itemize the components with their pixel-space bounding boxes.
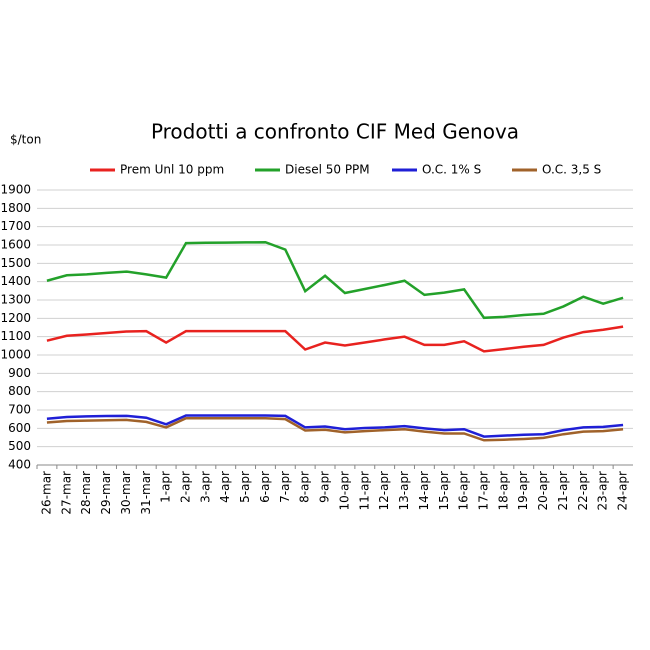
y-tick-label: 1500	[0, 256, 31, 270]
y-tick-label: 1400	[0, 274, 31, 288]
y-tick-label: 1100	[0, 329, 31, 343]
x-tick-label: 21-apr	[556, 471, 570, 511]
legend-label: Diesel 50 PPM	[285, 163, 370, 177]
x-tick-label: 17-apr	[477, 471, 491, 511]
x-tick-label: 29-mar	[99, 471, 113, 515]
y-tick-label: 1200	[0, 311, 31, 325]
y-tick-label: 1800	[0, 201, 31, 215]
y-tick-label: 1300	[0, 293, 31, 307]
y-tick-label: 800	[8, 384, 31, 398]
x-tick-label: 22-apr	[576, 471, 590, 511]
x-tick-label: 10-apr	[337, 471, 351, 511]
x-tick-label: 2-apr	[179, 471, 193, 503]
legend-label: Prem Unl 10 ppm	[120, 163, 224, 177]
line-series	[46, 417, 624, 442]
y-tick-label: 1000	[0, 348, 31, 362]
y-tick-label: 600	[8, 421, 31, 435]
x-tick-label: 3-apr	[198, 471, 212, 503]
x-tick-label: 30-mar	[119, 471, 133, 515]
y-tick-label: 400	[8, 458, 31, 472]
y-tick-label: 1700	[0, 219, 31, 233]
x-tick-label: 5-apr	[238, 471, 252, 503]
x-tick-label: 14-apr	[417, 471, 431, 511]
line-series	[46, 240, 624, 320]
x-tick-label: 19-apr	[516, 471, 530, 511]
x-tick-label: 24-apr	[616, 471, 630, 511]
x-tick-label: 15-apr	[437, 471, 451, 511]
x-tick-label: 31-mar	[139, 471, 153, 515]
x-tick-label: 11-apr	[357, 471, 371, 511]
x-tick-label: 28-mar	[79, 471, 93, 515]
x-tick-label: 16-apr	[457, 471, 471, 511]
x-tick-label: 1-apr	[159, 471, 173, 503]
y-tick-label: 700	[8, 403, 31, 417]
legend-label: O.C. 3,5 S	[542, 163, 601, 177]
x-tick-label: 26-mar	[39, 471, 53, 515]
x-tick-label: 6-apr	[258, 471, 272, 503]
x-tick-label: 12-apr	[377, 471, 391, 511]
x-tick-label: 4-apr	[218, 471, 232, 503]
x-tick-label: 27-mar	[59, 471, 73, 515]
y-tick-label: 1600	[0, 238, 31, 252]
x-tick-label: 13-apr	[397, 471, 411, 511]
x-tick-label: 9-apr	[318, 471, 332, 503]
x-tick-label: 23-apr	[596, 471, 610, 511]
y-tick-label: 500	[8, 439, 31, 453]
legend-label: O.C. 1% S	[422, 163, 481, 177]
x-tick-label: 8-apr	[298, 471, 312, 503]
line-series	[46, 325, 624, 353]
x-tick-label: 18-apr	[496, 471, 510, 511]
y-tick-label: 1900	[0, 183, 31, 197]
y-axis-label: $/ton	[10, 133, 41, 147]
chart-title: Prodotti a confronto CIF Med Genova	[151, 120, 519, 144]
y-tick-label: 900	[8, 366, 31, 380]
x-tick-label: 7-apr	[278, 471, 292, 503]
line-series	[46, 414, 624, 438]
x-tick-label: 20-apr	[536, 471, 550, 511]
